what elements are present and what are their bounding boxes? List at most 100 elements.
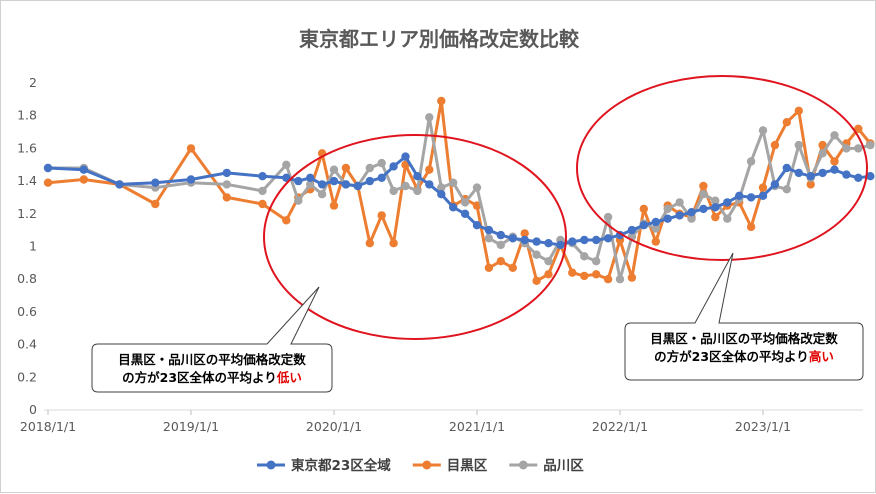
data-point (770, 140, 780, 150)
data-point (687, 208, 696, 217)
data-point (794, 106, 803, 116)
data-point (639, 204, 648, 214)
data-point (544, 257, 553, 266)
legend-label: 目黒区 (447, 458, 488, 474)
data-point (758, 191, 768, 200)
data-point (592, 257, 601, 266)
data-point (294, 176, 303, 186)
data-point (746, 193, 756, 202)
data-point (437, 96, 446, 106)
data-point (854, 124, 863, 133)
data-point (151, 199, 160, 209)
data-point (818, 168, 827, 178)
data-point (806, 180, 815, 189)
data-point (794, 140, 803, 150)
data-point (806, 172, 815, 181)
data-point (43, 178, 53, 187)
x-tick-label: 2023/1/1 (735, 419, 791, 434)
legend-swatch-marker (518, 460, 528, 470)
data-point (186, 144, 196, 153)
series-layer (43, 96, 875, 285)
data-point (317, 180, 327, 189)
y-tick-label: 0.8 (17, 271, 37, 286)
data-point (603, 275, 613, 284)
data-point (484, 263, 494, 272)
y-tick-label: 1.2 (17, 206, 37, 221)
data-point (711, 212, 720, 222)
x-axis-ticks: 2018/1/1 2019/1/1 2020/1/1 2021/1/1 2022/1/1… (20, 410, 791, 434)
data-point (580, 235, 589, 245)
data-point (854, 144, 863, 153)
data-point (746, 222, 756, 232)
data-point (496, 240, 505, 250)
data-point (389, 239, 398, 248)
data-point (699, 181, 708, 191)
data-point (449, 178, 458, 187)
y-tick-label: 1.8 (17, 108, 37, 123)
data-point (282, 216, 291, 225)
data-point (329, 176, 339, 186)
data-point (651, 224, 660, 233)
data-point (723, 214, 732, 223)
data-point (317, 190, 327, 199)
data-point (282, 160, 291, 169)
data-point (222, 193, 231, 202)
callout-box (624, 252, 864, 381)
legend: 東京都23区全域 目黒区 品川区 (257, 457, 584, 474)
data-point (377, 173, 386, 182)
data-point (389, 186, 398, 196)
data-point (329, 165, 339, 174)
x-tick-label: 2019/1/1 (163, 419, 219, 434)
data-point (770, 180, 780, 189)
data-point (592, 235, 601, 245)
data-point (401, 181, 410, 191)
data-point (627, 273, 637, 282)
data-point (794, 168, 803, 178)
data-point (580, 252, 589, 261)
data-point (699, 190, 708, 199)
data-point (341, 163, 351, 173)
data-point (186, 175, 196, 184)
data-point (472, 221, 482, 230)
data-point (472, 201, 482, 210)
data-point (484, 234, 494, 243)
data-point (520, 229, 529, 238)
series-0 (43, 152, 875, 250)
data-point (746, 157, 756, 166)
data-point (663, 204, 672, 214)
data-point (818, 149, 827, 158)
highlight-ellipse-low (263, 134, 567, 340)
callout-highlight: 低い (276, 370, 302, 385)
data-point (425, 165, 434, 174)
data-point (306, 180, 315, 189)
callout-highlight: 高い (809, 349, 834, 364)
data-point (508, 234, 517, 243)
data-point (651, 217, 660, 227)
data-point (830, 165, 839, 174)
data-point (508, 263, 517, 272)
legend-item: 東京都23区全域 (257, 457, 391, 474)
data-point (782, 118, 791, 127)
data-point (377, 211, 386, 220)
callout-box (91, 286, 333, 393)
y-tick-label: 1.6 (17, 140, 37, 155)
callout-line: 目黒区・品川区の平均価格改定数 (118, 352, 306, 367)
x-tick-label: 2021/1/1 (449, 419, 505, 434)
y-tick-label: 0.4 (17, 337, 37, 352)
data-point (603, 212, 613, 222)
data-point (568, 237, 577, 246)
data-point (842, 170, 851, 179)
data-point (520, 235, 529, 245)
data-point (782, 163, 791, 173)
data-point (460, 198, 470, 207)
data-point (556, 240, 565, 250)
data-point (675, 198, 684, 207)
data-point (353, 181, 362, 191)
data-point (544, 270, 553, 279)
data-point (151, 178, 160, 187)
data-point (294, 196, 303, 205)
data-point (830, 131, 839, 140)
